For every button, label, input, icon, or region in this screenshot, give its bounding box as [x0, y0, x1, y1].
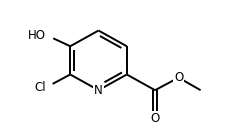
Text: HO: HO	[28, 29, 46, 42]
Text: O: O	[150, 112, 159, 125]
Text: O: O	[173, 71, 183, 84]
Text: Cl: Cl	[34, 81, 46, 94]
Text: N: N	[94, 84, 102, 97]
